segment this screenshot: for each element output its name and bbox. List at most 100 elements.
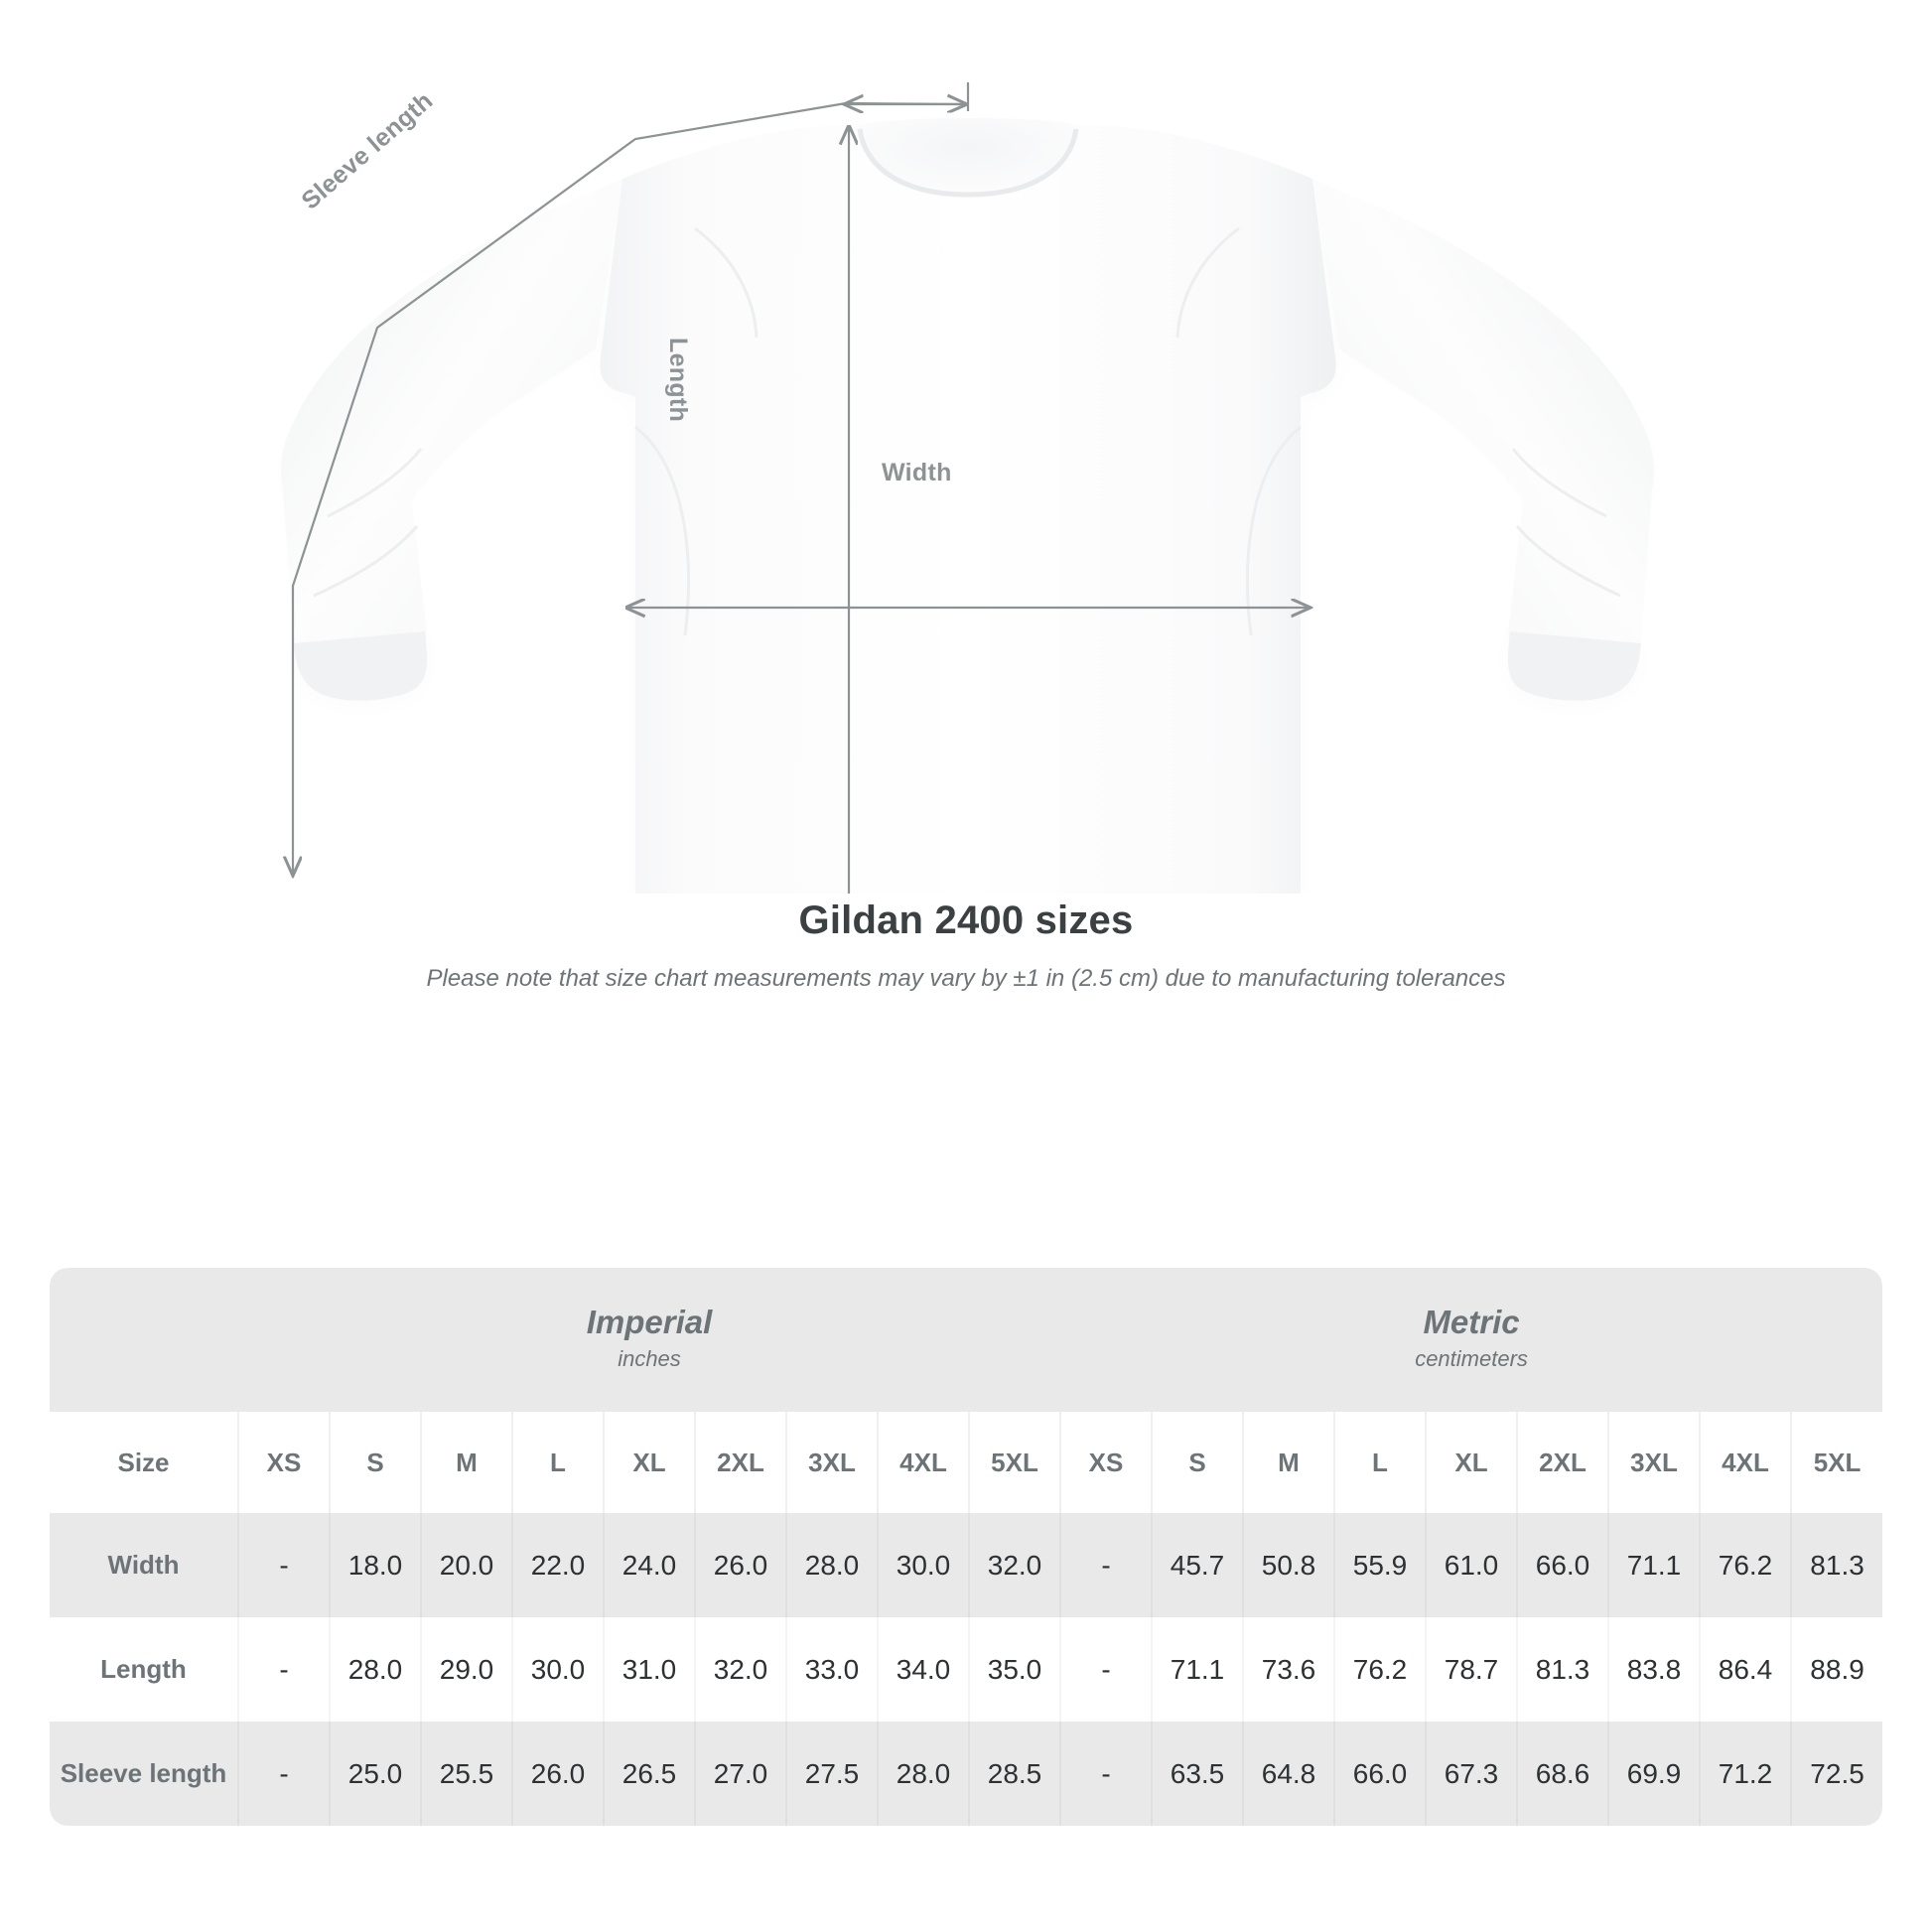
cell-width-metric-m: 50.8: [1242, 1513, 1334, 1617]
tolerance-note: Please note that size chart measurements…: [426, 965, 1506, 992]
measurement-guides: [293, 82, 1309, 894]
size-header-3xl-metric: 3XL: [1607, 1412, 1700, 1513]
size-header-l-metric: L: [1333, 1412, 1426, 1513]
cell-length-imperial-s: 28.0: [329, 1617, 421, 1722]
cell-width-imperial-2xl: 26.0: [694, 1513, 786, 1617]
cell-sleeve-length-metric-2xl: 68.6: [1516, 1722, 1608, 1826]
shirt-svg: [280, 82, 1655, 894]
size-header-l-imperial: L: [511, 1412, 604, 1513]
cell-length-imperial-5xl: 35.0: [968, 1617, 1060, 1722]
size-header-xs-imperial: XS: [237, 1412, 330, 1513]
table-row: Sleeve length -25.0 25.5 26.0 26.5 27.0 27.5 28…: [50, 1722, 1883, 1826]
cell-length-metric-l: 76.2: [1333, 1617, 1426, 1722]
size-header-2xl-metric: 2XL: [1516, 1412, 1608, 1513]
cell-length-metric-m: 73.6: [1242, 1617, 1334, 1722]
cell-width-imperial-s: 18.0: [329, 1513, 421, 1617]
size-header-4xl-imperial: 4XL: [877, 1412, 969, 1513]
cell-width-metric-s: 45.7: [1151, 1513, 1243, 1617]
table-row: Width -18.0 20.0 22.0 24.0 26.0 28.0 30.0 32.0-4…: [50, 1513, 1883, 1617]
cell-length-imperial-2xl: 32.0: [694, 1617, 786, 1722]
size-header-xl-imperial: XL: [603, 1412, 695, 1513]
cell-sleeve-length-imperial-4xl: 28.0: [877, 1722, 969, 1826]
cell-sleeve-length-imperial-xl: 26.5: [603, 1722, 695, 1826]
cell-sleeve-length-metric-l: 66.0: [1333, 1722, 1426, 1826]
row-label-length: Length: [50, 1617, 238, 1722]
cell-sleeve-length-metric-3xl: 69.9: [1607, 1722, 1700, 1826]
cell-length-imperial-l: 30.0: [511, 1617, 604, 1722]
size-chart-table: Imperial inches Metric centimeters Size XS S M L…: [50, 1268, 1883, 1826]
cell-width-imperial-xs: -: [237, 1513, 330, 1617]
cell-width-metric-xs: -: [1059, 1513, 1152, 1617]
unit-header-imperial: Imperial inches: [238, 1268, 1060, 1412]
cell-sleeve-length-metric-s: 63.5: [1151, 1722, 1243, 1826]
cell-width-imperial-m: 20.0: [420, 1513, 512, 1617]
cell-sleeve-length-imperial-2xl: 27.0: [694, 1722, 786, 1826]
cell-length-imperial-xs: -: [237, 1617, 330, 1722]
cell-sleeve-length-metric-4xl: 71.2: [1699, 1722, 1791, 1826]
cell-length-imperial-m: 29.0: [420, 1617, 512, 1722]
table-row: Length -28.0 29.0 30.0 31.0 32.0 33.0 34.0 35.0-…: [50, 1617, 1883, 1722]
garment-illustration: Sleeve length Length Width: [0, 0, 1932, 894]
cell-length-metric-4xl: 86.4: [1699, 1617, 1791, 1722]
cell-length-metric-2xl: 81.3: [1516, 1617, 1608, 1722]
cell-width-imperial-5xl: 32.0: [968, 1513, 1060, 1617]
size-header-m-metric: M: [1242, 1412, 1334, 1513]
cell-sleeve-length-metric-5xl: 72.5: [1789, 1722, 1883, 1826]
title-block: Gildan 2400 sizes Please note that size …: [0, 898, 1932, 993]
cell-width-imperial-3xl: 28.0: [785, 1513, 878, 1617]
unit-row-spacer: [50, 1268, 238, 1412]
cell-length-imperial-4xl: 34.0: [877, 1617, 969, 1722]
cell-length-metric-xl: 78.7: [1425, 1617, 1517, 1722]
size-header-m-imperial: M: [420, 1412, 512, 1513]
cell-length-metric-s: 71.1: [1151, 1617, 1243, 1722]
size-header-3xl-imperial: 3XL: [785, 1412, 878, 1513]
unit-subtitle: centimeters: [1415, 1345, 1528, 1371]
cell-width-metric-2xl: 66.0: [1516, 1513, 1608, 1617]
unit-header-metric: Metric centimeters: [1060, 1268, 1883, 1412]
size-header-s-metric: S: [1151, 1412, 1243, 1513]
cell-width-imperial-l: 22.0: [511, 1513, 604, 1617]
cell-sleeve-length-imperial-3xl: 27.5: [785, 1722, 878, 1826]
size-header-xs-metric: XS: [1059, 1412, 1152, 1513]
size-header-label: Size: [50, 1412, 238, 1513]
cell-length-imperial-3xl: 33.0: [785, 1617, 878, 1722]
cell-width-metric-5xl: 81.3: [1789, 1513, 1883, 1617]
size-header-5xl-imperial: 5XL: [968, 1412, 1060, 1513]
row-label-width: Width: [50, 1513, 238, 1617]
cell-sleeve-length-imperial-xs: -: [237, 1722, 330, 1826]
size-header-s-imperial: S: [329, 1412, 421, 1513]
cell-length-metric-xs: -: [1059, 1617, 1152, 1722]
size-header-2xl-imperial: 2XL: [694, 1412, 786, 1513]
cell-sleeve-length-imperial-s: 25.0: [329, 1722, 421, 1826]
size-header-5xl-metric: 5XL: [1789, 1412, 1883, 1513]
cell-width-metric-3xl: 71.1: [1607, 1513, 1700, 1617]
row-label-sleeve-length: Sleeve length: [50, 1722, 238, 1826]
cell-sleeve-length-metric-xs: -: [1059, 1722, 1152, 1826]
cell-sleeve-length-imperial-5xl: 28.5: [968, 1722, 1060, 1826]
size-header-xl-metric: XL: [1425, 1412, 1517, 1513]
unit-name: Metric: [1423, 1303, 1520, 1340]
cell-width-imperial-4xl: 30.0: [877, 1513, 969, 1617]
page-title: Gildan 2400 sizes: [798, 898, 1134, 942]
unit-name: Imperial: [586, 1303, 713, 1340]
width-label: Width: [882, 459, 952, 486]
size-header-4xl-metric: 4XL: [1699, 1412, 1791, 1513]
size-header-row: Size XS S M L XL 2XL 3XL 4XL 5XL XS S M L XL 2XL 3XL 4XL 5…: [50, 1412, 1883, 1513]
cell-sleeve-length-metric-m: 64.8: [1242, 1722, 1334, 1826]
cell-length-imperial-xl: 31.0: [603, 1617, 695, 1722]
cell-length-metric-5xl: 88.9: [1789, 1617, 1883, 1722]
cell-width-metric-4xl: 76.2: [1699, 1513, 1791, 1617]
cell-width-imperial-xl: 24.0: [603, 1513, 695, 1617]
size-chart-table-wrapper: Imperial inches Metric centimeters Size XS S M L…: [50, 1268, 1883, 1826]
cell-width-metric-l: 55.9: [1333, 1513, 1426, 1617]
unit-subtitle: inches: [618, 1345, 681, 1371]
cell-sleeve-length-imperial-m: 25.5: [420, 1722, 512, 1826]
cell-sleeve-length-imperial-l: 26.0: [511, 1722, 604, 1826]
length-label: Length: [664, 338, 692, 423]
cell-length-metric-3xl: 83.8: [1607, 1617, 1700, 1722]
cell-width-metric-xl: 61.0: [1425, 1513, 1517, 1617]
unit-header-row: Imperial inches Metric centimeters: [50, 1268, 1883, 1412]
sleeve-length-line: [293, 103, 965, 874]
shirt-body: [280, 118, 1655, 894]
cell-sleeve-length-metric-xl: 67.3: [1425, 1722, 1517, 1826]
